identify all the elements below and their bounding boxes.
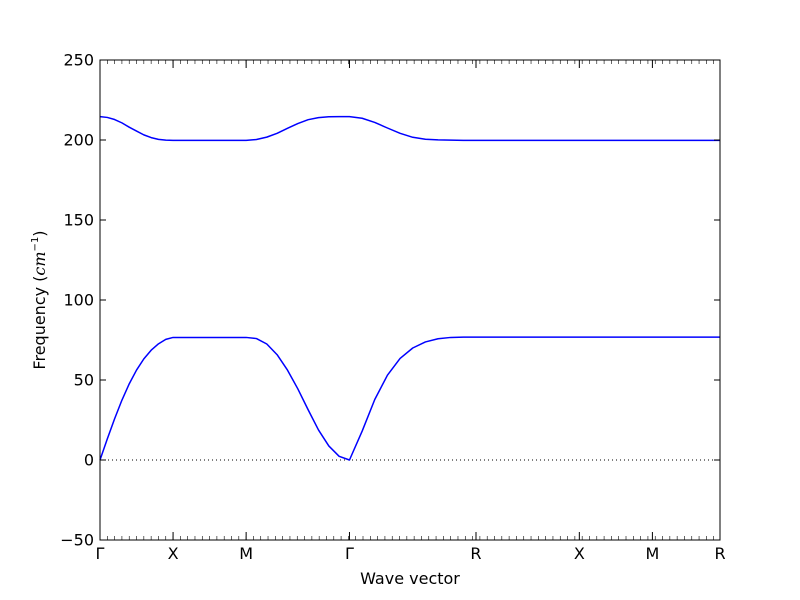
x-tick-label: M [239, 544, 253, 563]
phonon-branch-line-1 [99, 336, 720, 461]
y-tick-label: 200 [63, 131, 94, 150]
y-tick-label: 250 [63, 51, 94, 70]
y-tick-label: 150 [63, 211, 94, 230]
x-tick-label: M [645, 544, 659, 563]
x-tick-label: X [168, 544, 179, 563]
y-axis-ticks: −50 0 50 100 150 200 250 [60, 51, 720, 550]
x-tick-label: R [714, 544, 725, 563]
y-axis-label-group: Frequency (cm−1) [30, 230, 49, 369]
x-tick-label: Γ [345, 544, 354, 563]
x-tick-label: R [470, 544, 481, 563]
x-axis-label: Wave vector [360, 569, 460, 588]
y-tick-label: 100 [63, 291, 94, 310]
y-axis-label-unit: cm [30, 251, 49, 275]
x-axis-minor-ticks [107, 60, 714, 540]
y-axis-label-text: Frequency ( [30, 276, 49, 370]
y-tick-label: −50 [60, 531, 94, 550]
y-axis-label: Frequency (cm−1) [30, 230, 49, 369]
y-tick-label: 50 [74, 371, 94, 390]
series-layer [99, 115, 720, 461]
y-tick-label: 0 [84, 451, 94, 470]
x-tick-label: Γ [96, 544, 105, 563]
y-axis-label-exponent: −1 [30, 237, 41, 252]
y-axis-label-close: ) [30, 230, 49, 236]
phonon-branch-line-2 [99, 115, 720, 142]
x-tick-label: X [574, 544, 585, 563]
